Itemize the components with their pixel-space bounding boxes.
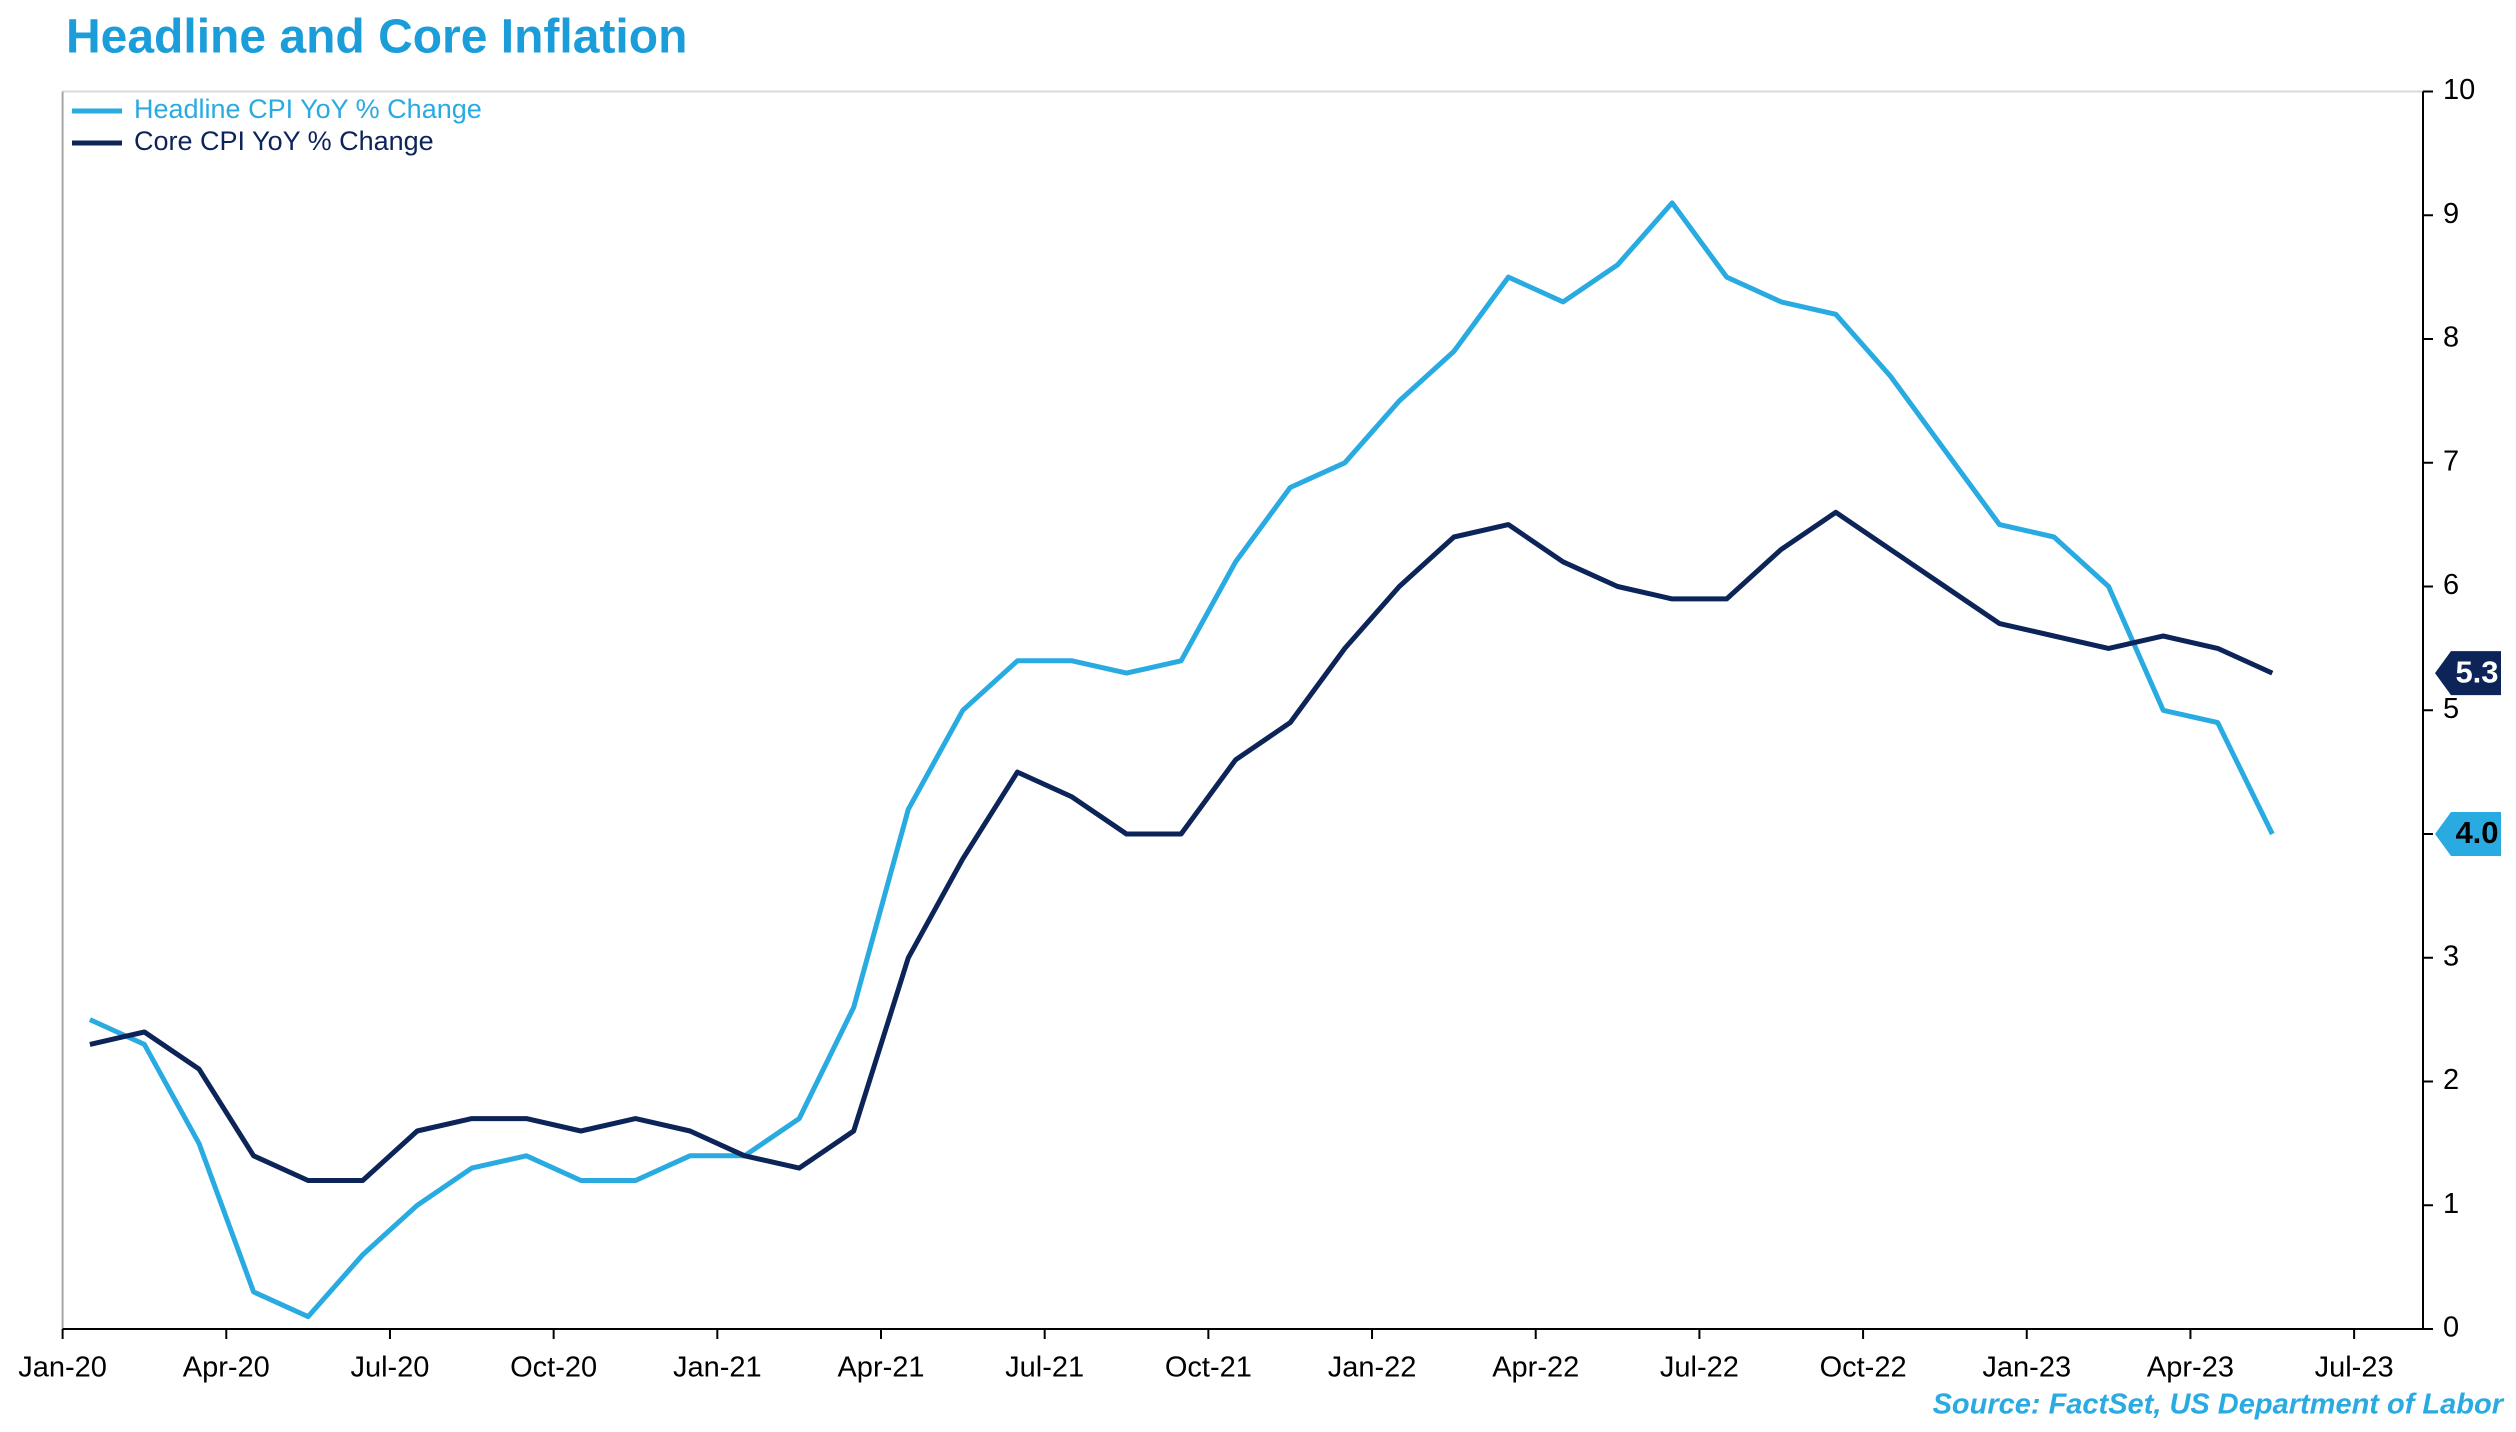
end-label-box bbox=[2435, 651, 2501, 696]
x-tick-label: Jul-23 bbox=[2315, 1352, 2394, 1384]
y-tick-label: 8 bbox=[2443, 322, 2459, 354]
x-tick-label: Apr-22 bbox=[1492, 1352, 1579, 1384]
end-label-box bbox=[2435, 812, 2501, 856]
legend-label: Headline CPI YoY % Change bbox=[134, 94, 482, 124]
y-tick-label: 6 bbox=[2443, 569, 2459, 601]
x-tick-label: Jul-21 bbox=[1005, 1352, 1084, 1384]
y-tick-label: 2 bbox=[2443, 1064, 2459, 1096]
end-label: 5.3 bbox=[2435, 651, 2501, 696]
y-tick-label: 9 bbox=[2443, 198, 2459, 230]
series-line bbox=[89, 509, 2274, 1183]
legend-label: Core CPI YoY % Change bbox=[134, 126, 434, 156]
end-label: 4.0 bbox=[2435, 812, 2501, 856]
source: Source: FactSet, US Department of Labor bbox=[1933, 1389, 2505, 1421]
x-tick-label: Oct-20 bbox=[510, 1352, 597, 1384]
x-tick-label: Jan-23 bbox=[1982, 1352, 2071, 1384]
y-tick-label: 3 bbox=[2443, 940, 2459, 972]
x-tick-label: Apr-21 bbox=[837, 1352, 924, 1384]
x-tick-label: Jul-20 bbox=[350, 1352, 429, 1384]
x-tick-label: Jul-22 bbox=[1660, 1352, 1739, 1384]
end-label-text: 4.0 bbox=[2455, 815, 2498, 850]
y-tick-label: 5 bbox=[2443, 693, 2459, 725]
x-tick-label: Apr-23 bbox=[2147, 1352, 2234, 1384]
y-tick-label: 1 bbox=[2443, 1188, 2459, 1220]
end-label-text: 5.3 bbox=[2455, 654, 2498, 689]
series-line bbox=[88, 200, 2275, 1320]
chart-title: Headline and Core Inflation bbox=[66, 11, 687, 64]
y-tick-label: 0 bbox=[2443, 1312, 2459, 1344]
x-tick-label: Oct-22 bbox=[1820, 1352, 1907, 1384]
x-tick-label: Jan-22 bbox=[1328, 1352, 1417, 1384]
y-tick-label: 7 bbox=[2443, 445, 2459, 477]
x-tick-label: Jan-21 bbox=[673, 1352, 762, 1384]
x-tick-label: Apr-20 bbox=[183, 1352, 270, 1384]
y-tick-label: 10 bbox=[2443, 74, 2475, 106]
x-tick-label: Oct-21 bbox=[1165, 1352, 1252, 1384]
x-tick-label: Jan-20 bbox=[18, 1352, 107, 1384]
